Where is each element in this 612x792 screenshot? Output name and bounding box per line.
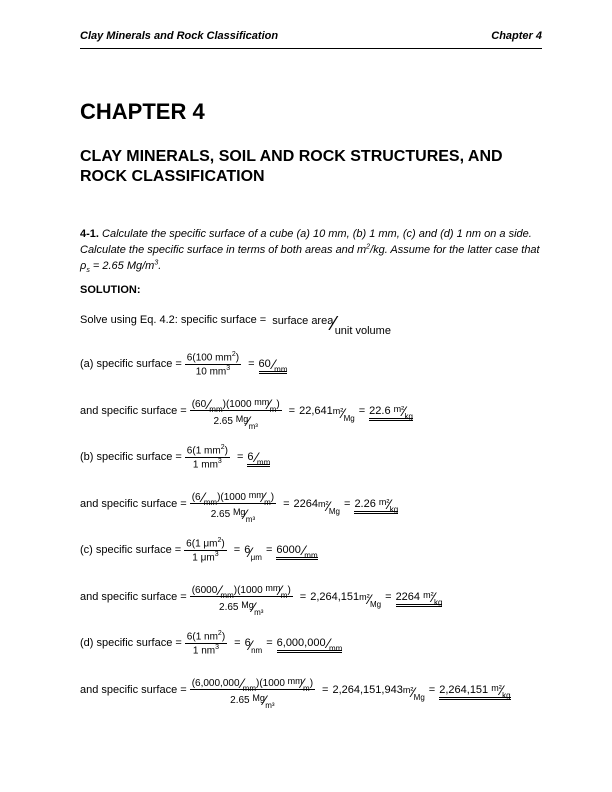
part-b-line1: (b) specific surface = 6(1 mm2) 1 mm3 = … — [80, 443, 542, 471]
page-header: Clay Minerals and Rock Classification Ch… — [80, 30, 542, 42]
part-a-line1: (a) specific surface = 6(100 mm2) 10 mm3… — [80, 350, 542, 378]
solution-label: SOLUTION: — [80, 284, 542, 296]
part-d-line2: and specific surface = (6,000,000 ⁄mm)(1… — [80, 673, 542, 706]
chapter-number: CHAPTER 4 — [80, 99, 542, 125]
problem-statement: 4-1. Calculate the specific surface of a… — [80, 227, 542, 276]
part-c-line2: and specific surface = (6000 ⁄mm)(1000 m… — [80, 580, 542, 613]
header-right: Chapter 4 — [491, 30, 542, 42]
intro-equation: Solve using Eq. 4.2: specific surface = … — [80, 306, 542, 334]
chapter-title: CLAY MINERALS, SOIL AND ROCK STRUCTURES,… — [80, 147, 542, 187]
part-c-line1: (c) specific surface = 6(1 μm2) 1 μm3 = … — [80, 536, 542, 564]
part-d-line1: (d) specific surface = 6(1 nm2) 1 nm3 = … — [80, 629, 542, 657]
problem-number: 4-1. — [80, 228, 99, 240]
header-left: Clay Minerals and Rock Classification — [80, 30, 278, 42]
problem-text: Calculate the specific surface of a cube… — [80, 228, 540, 272]
part-a-line2: and specific surface = (60 ⁄mm)(1000 mm⁄… — [80, 394, 542, 427]
intro-text: Solve using Eq. 4.2: specific surface = — [80, 314, 266, 326]
header-rule — [80, 48, 542, 49]
part-b-line2: and specific surface = (6 ⁄mm)(1000 mm⁄m… — [80, 487, 542, 520]
